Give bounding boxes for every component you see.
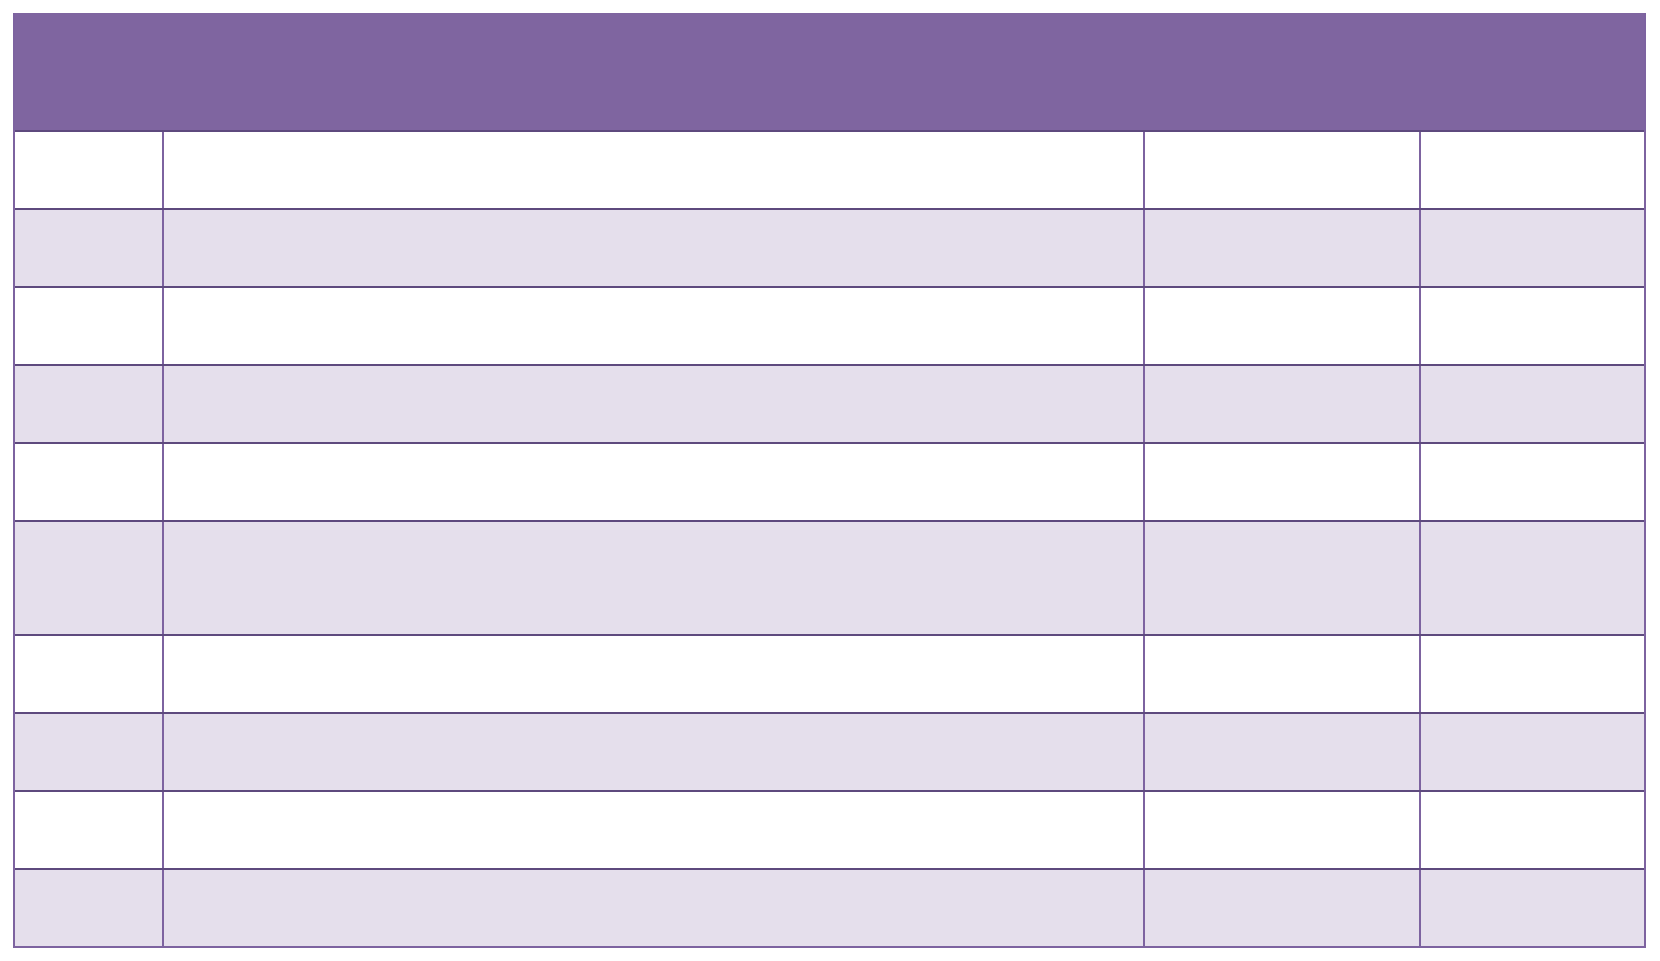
- table-cell: [164, 714, 1145, 790]
- table-cell: [1421, 288, 1644, 364]
- table-cell: [15, 636, 164, 712]
- table-cell: [1145, 714, 1421, 790]
- table-cell: [15, 366, 164, 442]
- table-cell: [15, 714, 164, 790]
- table-cell: [1145, 444, 1421, 520]
- table-row: [15, 444, 1644, 522]
- table-cell: [15, 288, 164, 364]
- table-cell: [164, 522, 1145, 634]
- table-cell: [1421, 444, 1644, 520]
- table-cell: [1145, 132, 1421, 208]
- table-cell: [164, 792, 1145, 868]
- table-row: [15, 792, 1644, 870]
- table-cell: [1145, 522, 1421, 634]
- table-cell: [164, 288, 1145, 364]
- table-cell: [164, 210, 1145, 286]
- table-header: [15, 13, 1644, 132]
- table-cell: [164, 132, 1145, 208]
- table-cell: [1145, 210, 1421, 286]
- table-cell: [1421, 366, 1644, 442]
- table-cell: [1421, 132, 1644, 208]
- table-cell: [15, 132, 164, 208]
- table-cell: [164, 444, 1145, 520]
- table-cell: [15, 870, 164, 946]
- table-cell: [1421, 792, 1644, 868]
- table-cell: [15, 444, 164, 520]
- table-cell: [1145, 870, 1421, 946]
- table-cell: [15, 792, 164, 868]
- table-row: [15, 522, 1644, 636]
- table-cell: [1421, 522, 1644, 634]
- empty-table: [13, 13, 1646, 948]
- table-cell: [1421, 210, 1644, 286]
- table-body: [15, 132, 1644, 946]
- table-cell: [164, 870, 1145, 946]
- table-cell: [164, 366, 1145, 442]
- table-row: [15, 366, 1644, 444]
- table-cell: [1421, 714, 1644, 790]
- table-cell: [1145, 792, 1421, 868]
- table-cell: [1145, 288, 1421, 364]
- table-cell: [15, 210, 164, 286]
- table-row: [15, 714, 1644, 792]
- table-cell: [15, 522, 164, 634]
- table-row: [15, 210, 1644, 288]
- table-row: [15, 870, 1644, 946]
- table-cell: [1145, 636, 1421, 712]
- table-row: [15, 132, 1644, 210]
- table-cell: [1421, 870, 1644, 946]
- table-cell: [164, 636, 1145, 712]
- table-cell: [1421, 636, 1644, 712]
- table-row: [15, 636, 1644, 714]
- table-row: [15, 288, 1644, 366]
- table-cell: [1145, 366, 1421, 442]
